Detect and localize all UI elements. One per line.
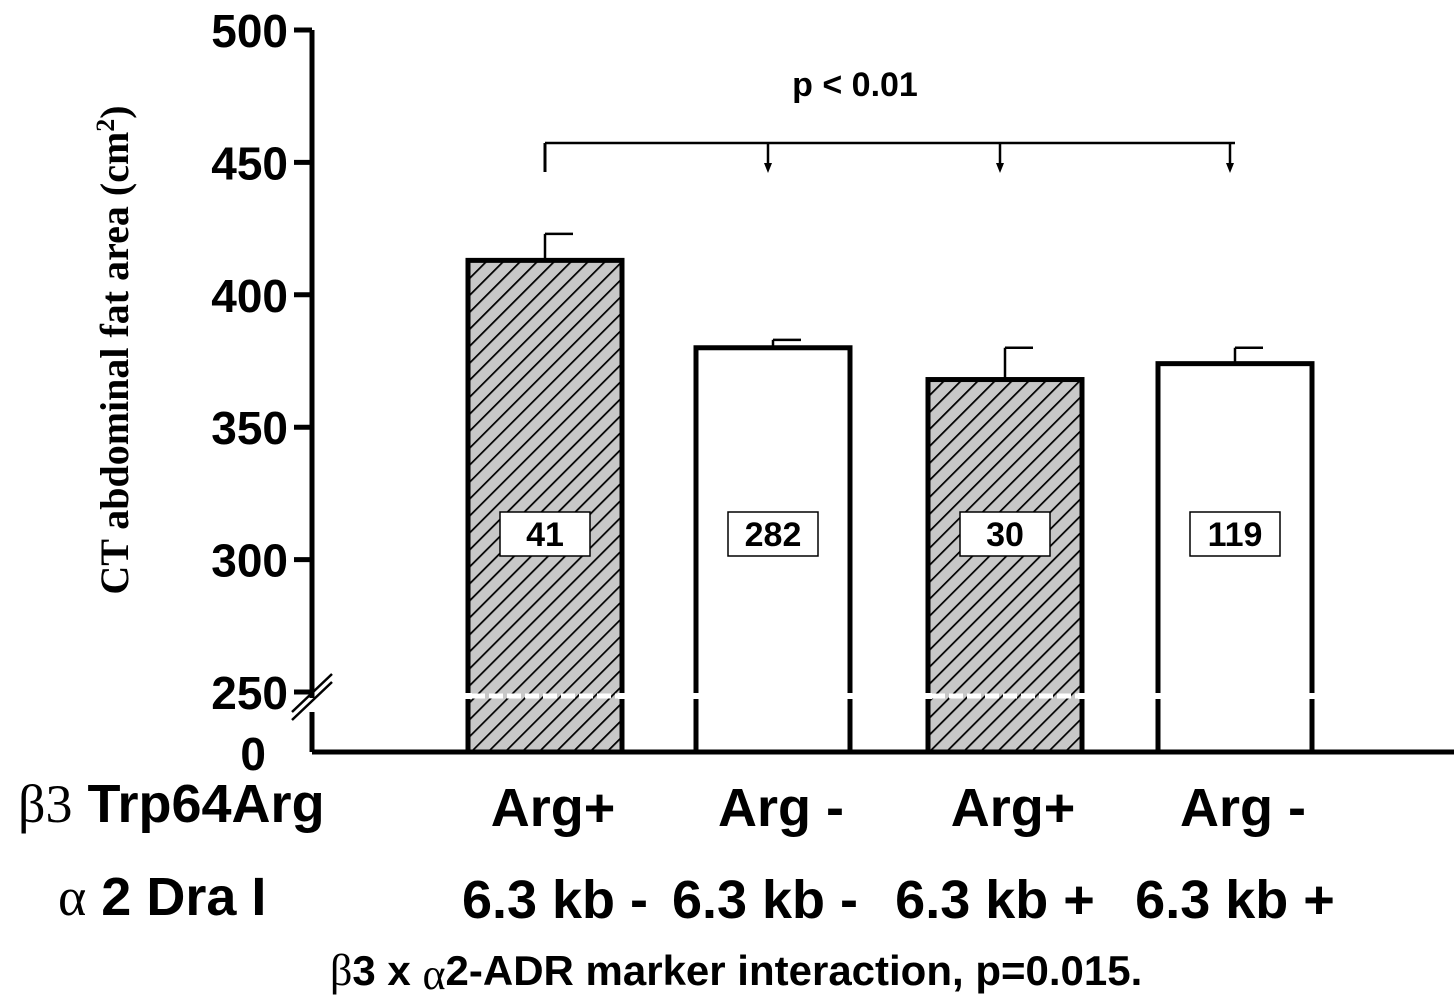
bar-group: 41 <box>464 232 626 755</box>
y-tick-label: 450 <box>211 137 288 189</box>
error-bar <box>1003 346 1033 380</box>
beta3-genotype-label: Arg - <box>718 778 844 838</box>
alpha2-genotype-label: 6.3 kb - <box>672 870 858 930</box>
sample-size-label: 119 <box>1189 511 1281 557</box>
beta3-row-label: β3 Trp64Arg <box>18 774 325 834</box>
y-tick-label: 250 <box>211 667 288 719</box>
y-axis-label: CT abdominal fat area (cm2) <box>91 105 137 594</box>
bars: 41 282 30 119 <box>464 232 1316 755</box>
alpha2-genotype-label: 6.3 kb + <box>895 870 1095 930</box>
sample-size-label: 30 <box>959 511 1051 557</box>
error-bar <box>1233 346 1263 364</box>
alpha2-genotype-label: 6.3 kb - <box>462 870 648 930</box>
x-category-labels: Arg+ 6.3 kb - Arg - 6.3 kb - Arg+ 6.3 kb + Arg… <box>462 778 1335 930</box>
beta3-genotype-label: Arg+ <box>491 778 616 838</box>
alpha2-row-label: α 2 Dra I <box>58 867 266 927</box>
beta3-genotype-label: Arg - <box>1180 778 1306 838</box>
significance-bracket: p < 0.01 <box>543 66 1235 173</box>
bar <box>465 257 625 755</box>
significance-label: p < 0.01 <box>792 66 918 104</box>
significance-arrow <box>764 143 772 173</box>
svg-text:41: 41 <box>526 516 564 554</box>
significance-arrow <box>1226 143 1234 173</box>
bar-group: 119 <box>1154 346 1316 755</box>
bar-group: 282 <box>692 338 854 755</box>
y-tick-label: 350 <box>211 402 288 454</box>
sample-size-label: 282 <box>727 511 819 557</box>
error-bar <box>771 338 801 348</box>
svg-text:119: 119 <box>1208 516 1263 554</box>
y-tick-label: 400 <box>211 270 288 322</box>
bar <box>925 377 1085 755</box>
alpha2-genotype-label: 6.3 kb + <box>1135 870 1335 930</box>
bar-group: 30 <box>924 346 1086 755</box>
sample-size-label: 41 <box>499 511 591 557</box>
svg-text:282: 282 <box>745 516 802 554</box>
interaction-footnote: β3 x α2-ADR marker interaction, p=0.015. <box>330 946 1142 999</box>
y-ticks: 500 450 400 350 300 250 0 <box>211 5 312 780</box>
error-bar <box>543 232 573 261</box>
y-zero-label: 0 <box>240 728 266 780</box>
beta3-genotype-label: Arg+ <box>951 778 1076 838</box>
y-tick-label: 500 <box>211 5 288 57</box>
significance-arrow <box>996 143 1004 173</box>
y-tick-label: 300 <box>211 535 288 587</box>
svg-text:30: 30 <box>986 516 1024 554</box>
